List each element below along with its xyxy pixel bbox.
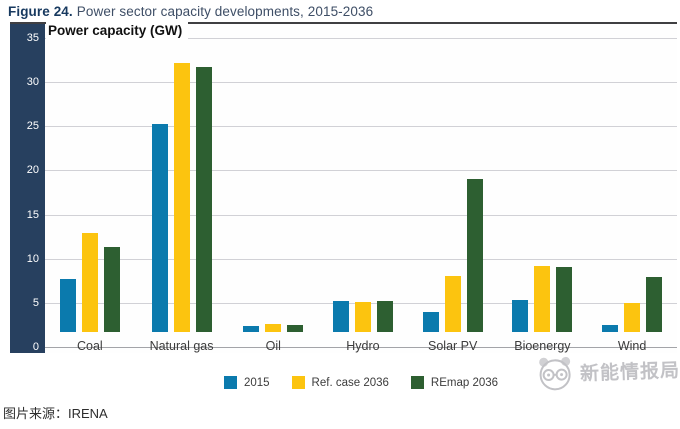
bar-groups: Coal Natural gas Oil Hydro Solar PV Bioenergy…: [45, 22, 677, 353]
y-tick-label: 0: [32, 341, 39, 353]
gridline: [45, 258, 677, 260]
bars: [422, 22, 483, 332]
y-tick-label: 30: [26, 76, 39, 89]
legend-label: REmap 2036: [430, 376, 499, 389]
bars: [602, 22, 663, 332]
bars: [512, 22, 573, 332]
gridline: [45, 37, 677, 39]
legend: 2015 Ref. case 2036 REmap 2036: [45, 376, 677, 389]
legend-label: 2015: [243, 376, 270, 389]
bar-ref-case-2036: [534, 266, 551, 332]
bar-group: Hydro: [332, 22, 393, 353]
chart-axis-title: Power capacity (GW): [46, 22, 189, 40]
bar-2015: [332, 301, 349, 332]
y-axis-band: 0 5 10 15 20 25 30 35: [10, 22, 45, 353]
legend-item: REmap 2036: [410, 376, 499, 389]
figure-title-text: Power sector capacity developments, 2015…: [76, 4, 374, 19]
y-tick-label: 25: [26, 120, 39, 133]
legend-swatch-icon: [291, 376, 305, 389]
bars: [332, 22, 393, 332]
bar-2015: [512, 300, 529, 332]
bar-2015: [243, 326, 260, 332]
bar-chart: 0 5 10 15 20 25 30 35 Power capacity (GW) Coal N…: [10, 22, 677, 353]
bar-2015: [602, 325, 619, 332]
bar-ref-case-2036: [444, 276, 461, 332]
y-tick-label: 10: [26, 252, 39, 265]
bar-group: Wind: [602, 22, 663, 353]
gridline: [45, 82, 677, 84]
category-label: Oil: [265, 339, 281, 353]
y-tick-label: 15: [26, 208, 39, 221]
bar-ref-case-2036: [354, 302, 371, 332]
image-source-caption: 图片来源：IRENA: [3, 406, 108, 421]
category-label: Bioenergy: [514, 339, 571, 353]
bar-group: Bioenergy: [512, 22, 573, 353]
plot-top-border: [10, 22, 677, 24]
bar-ref-case-2036: [265, 324, 282, 332]
bar-remap-2036: [103, 247, 120, 332]
bar-remap-2036: [376, 301, 393, 332]
bars: [151, 22, 212, 332]
bar-2015: [151, 124, 168, 332]
y-tick-label: 35: [26, 31, 39, 44]
legend-swatch-icon: [223, 376, 237, 389]
category-label: Solar PV: [428, 339, 478, 353]
bar-remap-2036: [556, 267, 573, 332]
y-tick-label: 5: [32, 296, 39, 309]
bar-2015: [59, 279, 76, 332]
bar-ref-case-2036: [81, 233, 98, 332]
bar-group: Natural gas: [150, 22, 214, 353]
bar-remap-2036: [287, 325, 304, 332]
bar-2015: [422, 312, 439, 332]
gridline: [45, 126, 677, 128]
plot-area: Power capacity (GW) Coal Natural gas Oil Hy…: [45, 22, 677, 353]
category-label: Coal: [77, 339, 103, 353]
category-label: Natural gas: [149, 339, 214, 353]
bar-ref-case-2036: [173, 63, 190, 332]
bar-group: Oil: [243, 22, 304, 353]
x-axis-line: [45, 347, 677, 348]
legend-item: 2015: [223, 376, 270, 389]
legend-swatch-icon: [410, 376, 424, 389]
bars: [59, 22, 120, 332]
bar-remap-2036: [466, 179, 483, 332]
bar-remap-2036: [195, 67, 212, 332]
y-tick-label: 20: [26, 164, 39, 177]
category-label: Hydro: [346, 339, 380, 353]
bar-group: Coal: [59, 22, 120, 353]
bar-remap-2036: [646, 277, 663, 332]
gridline: [45, 214, 677, 216]
bars: [243, 22, 304, 332]
figure-title: Figure 24. Power sector capacity developm…: [0, 0, 680, 19]
legend-label: Ref. case 2036: [311, 376, 389, 389]
legend-item: Ref. case 2036: [291, 376, 389, 389]
category-label: Wind: [617, 339, 647, 353]
figure-number: Figure 24.: [8, 4, 73, 19]
bar-ref-case-2036: [624, 303, 641, 332]
gridline: [45, 170, 677, 172]
bar-group: Solar PV: [422, 22, 483, 353]
